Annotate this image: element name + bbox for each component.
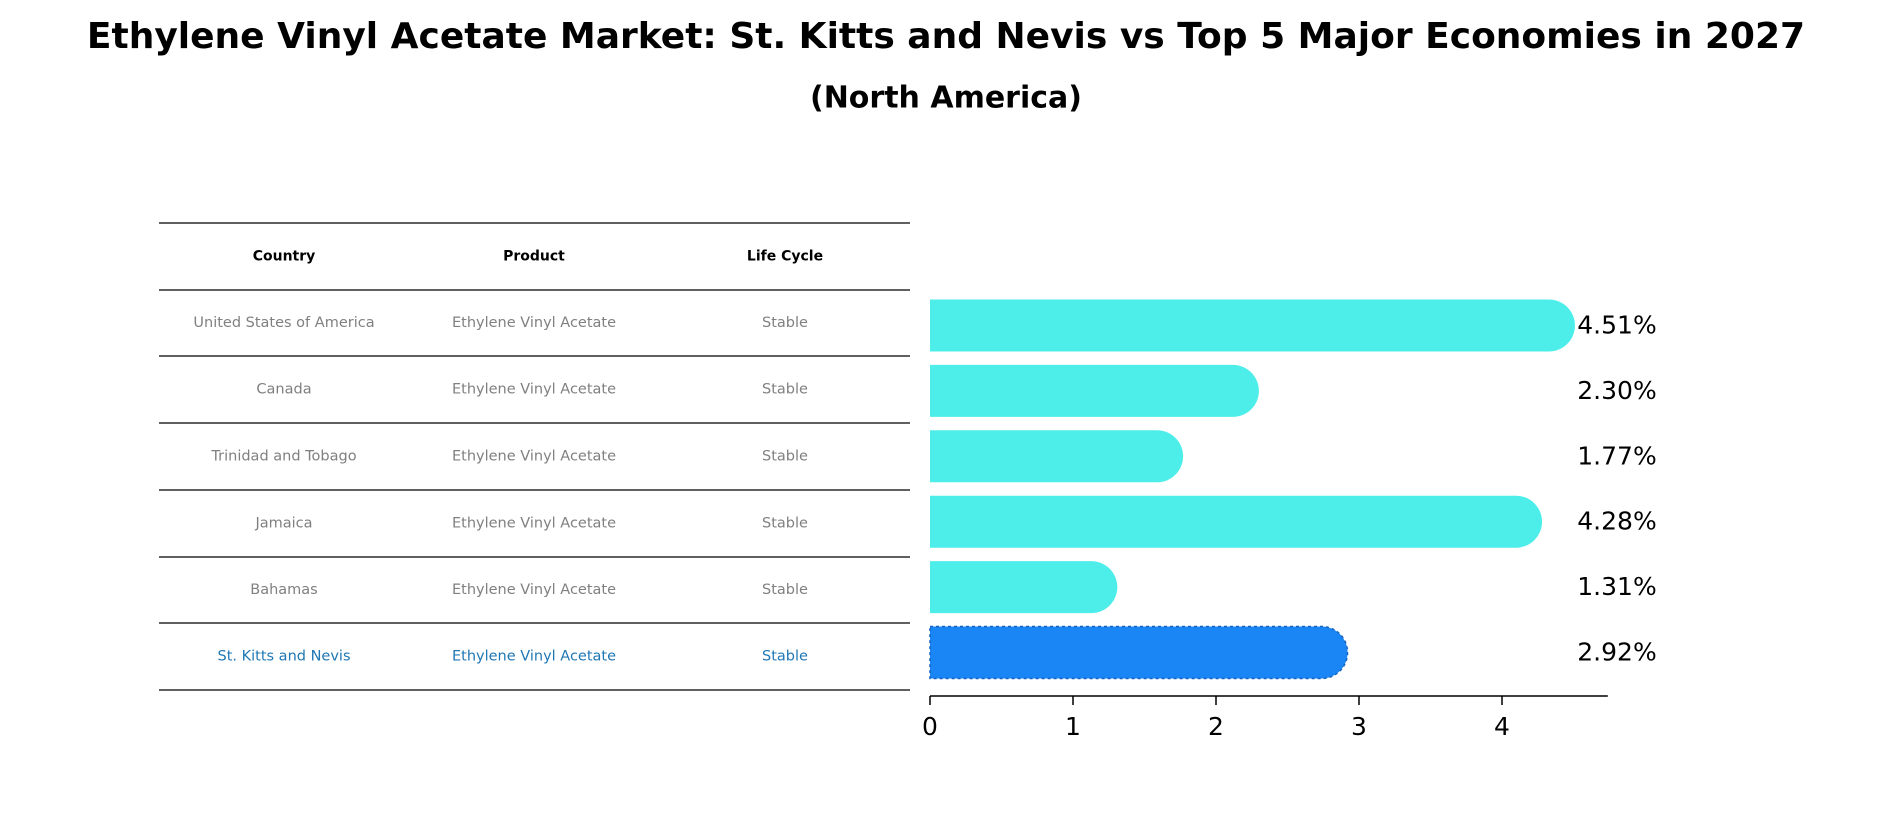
table-cell: Trinidad and Tobago [210, 449, 356, 465]
x-tick-label: 1 [1065, 712, 1081, 741]
table-cell: Ethylene Vinyl Acetate [452, 649, 616, 665]
bar-value-label: 4.28% [1577, 507, 1656, 536]
table-cell: Stable [762, 382, 808, 398]
table-cell: Ethylene Vinyl Acetate [452, 382, 616, 398]
chart-subtitle: (North America) [810, 81, 1082, 116]
bar [930, 561, 1118, 614]
table-cell: Canada [256, 382, 311, 398]
table-cell: Ethylene Vinyl Acetate [452, 315, 616, 331]
chart-title: Ethylene Vinyl Acetate Market: St. Kitts… [87, 16, 1805, 57]
data-table: Country Product Life Cycle United States of… [159, 222, 910, 691]
bar-value-label: 2.30% [1577, 376, 1656, 405]
table-cell: Bahamas [250, 582, 317, 598]
x-tick-label: 4 [1494, 712, 1510, 741]
x-tick-label: 0 [922, 712, 938, 741]
bar-value-label: 1.31% [1577, 572, 1656, 601]
bar [930, 430, 1184, 483]
table-cell: Stable [762, 315, 808, 331]
table-cell: Ethylene Vinyl Acetate [452, 516, 616, 532]
bar-value-label: 4.51% [1577, 311, 1656, 340]
table-cell: Ethylene Vinyl Acetate [452, 449, 616, 465]
table-header-cell: Product [503, 249, 565, 265]
x-axis: 0 1 2 3 4 [922, 695, 1608, 741]
table-cell: St. Kitts and Nevis [218, 649, 351, 665]
bar [930, 364, 1259, 417]
table-cell: Jamaica [254, 516, 312, 532]
bar-value-label: 1.77% [1577, 441, 1656, 470]
table-cell: Stable [762, 649, 808, 665]
x-tick-label: 3 [1351, 712, 1367, 741]
bar [929, 625, 1349, 680]
bar [930, 495, 1543, 548]
bar-value-label: 2.92% [1577, 638, 1656, 667]
table-cell: Ethylene Vinyl Acetate [452, 582, 616, 598]
bar-plot: 4.51% 2.30% 1.77% 4.28% 1.31% 2.92% [929, 299, 1657, 680]
bar [930, 299, 1575, 352]
table-cell: Stable [762, 516, 808, 532]
table-cell: Stable [762, 449, 808, 465]
table-cell: Stable [762, 582, 808, 598]
table-cell: United States of America [193, 315, 374, 331]
table-header-cell: Life Cycle [747, 249, 823, 265]
x-tick-label: 2 [1208, 712, 1224, 741]
table-header-cell: Country [253, 249, 316, 265]
